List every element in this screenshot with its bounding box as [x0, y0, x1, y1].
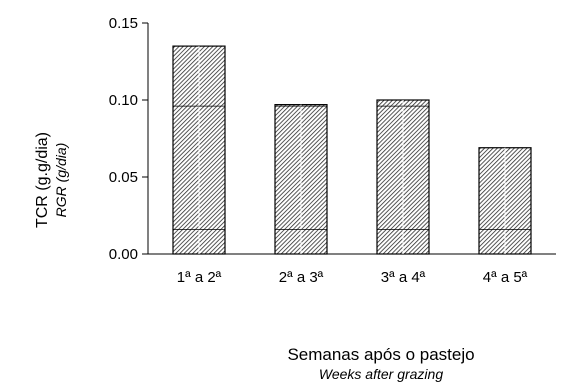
- bar: [376, 99, 430, 255]
- x-tick-label: 1ª a 2ª: [177, 269, 222, 286]
- y-axis-label: TCR (g.g/dia): [34, 132, 51, 228]
- x-axis-label-english: Weeks after grazing: [319, 366, 443, 382]
- y-tick-label: 0.15: [109, 15, 138, 32]
- bar: [172, 45, 226, 255]
- y-tick-label: 0.00: [109, 246, 138, 263]
- bars: [172, 45, 532, 255]
- x-tick-label: 3ª a 4ª: [381, 269, 426, 286]
- x-tick-label: 2ª a 3ª: [279, 269, 324, 286]
- x-tick-labels: 1ª a 2ª 2ª a 3ª 3ª a 4ª 4ª a 5ª: [177, 269, 528, 286]
- y-axis-label-group: TCR (g.g/dia) RGR (g/dia): [34, 132, 69, 228]
- x-tick-label: 4ª a 5ª: [483, 269, 528, 286]
- y-axis-label-english: RGR (g/dia): [53, 143, 69, 218]
- y-ticks: 0.00 0.05 0.10 0.15: [109, 15, 148, 263]
- bar: [274, 104, 328, 255]
- y-tick-label: 0.05: [109, 169, 138, 186]
- x-axis-label: Semanas após o pastejo: [287, 345, 474, 364]
- bar: [478, 147, 532, 255]
- y-tick-label: 0.10: [109, 92, 138, 109]
